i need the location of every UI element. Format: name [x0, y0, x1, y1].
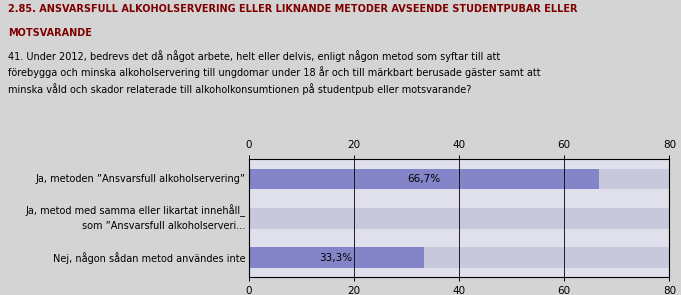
- Bar: [249, 208, 669, 229]
- Bar: [249, 248, 669, 268]
- Text: Nej, någon sådan metod användes inte: Nej, någon sådan metod användes inte: [52, 252, 245, 264]
- Text: 66,7%: 66,7%: [407, 174, 441, 184]
- Text: som ”Ansvarsfull alkoholserveri...: som ”Ansvarsfull alkoholserveri...: [82, 221, 245, 231]
- Bar: [249, 248, 424, 268]
- Bar: [249, 169, 599, 189]
- Text: 33,3%: 33,3%: [319, 253, 353, 263]
- Text: Ja, metoden ”Ansvarsfull alkoholservering”: Ja, metoden ”Ansvarsfull alkoholserverin…: [35, 174, 245, 184]
- Text: 2.85. ANSVARSFULL ALKOHOLSERVERING ELLER LIKNANDE METODER AVSEENDE STUDENTPUBAR : 2.85. ANSVARSFULL ALKOHOLSERVERING ELLER…: [8, 4, 577, 14]
- Text: MOTSVARANDE: MOTSVARANDE: [8, 28, 92, 38]
- Text: 41. Under 2012, bedrevs det då något arbete, helt eller delvis, enligt någon met: 41. Under 2012, bedrevs det då något arb…: [8, 50, 541, 95]
- Text: Ja, metod med samma eller likartat innehåll_: Ja, metod med samma eller likartat inneh…: [25, 204, 245, 217]
- Bar: [249, 169, 669, 189]
